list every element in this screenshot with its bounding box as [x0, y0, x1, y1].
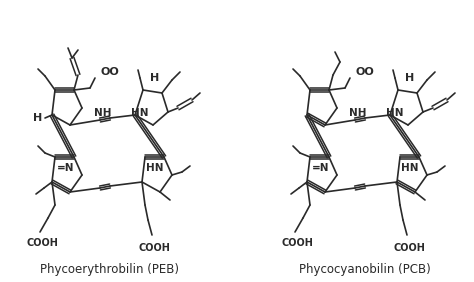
Text: HN: HN — [386, 108, 404, 118]
Text: Phycoerythrobilin (PEB): Phycoerythrobilin (PEB) — [40, 263, 180, 276]
Text: OO: OO — [100, 67, 119, 77]
Text: COOH: COOH — [138, 243, 170, 253]
Text: HN: HN — [146, 163, 164, 173]
Text: NH: NH — [94, 108, 112, 118]
Text: H: H — [33, 113, 43, 123]
Text: H: H — [150, 73, 160, 83]
Text: HN: HN — [401, 163, 419, 173]
Text: NH: NH — [349, 108, 367, 118]
Text: OO: OO — [356, 67, 374, 77]
Text: =N: =N — [57, 163, 75, 173]
Text: COOH: COOH — [393, 243, 425, 253]
Text: H: H — [405, 73, 415, 83]
Text: HN: HN — [131, 108, 149, 118]
Text: Phycocyanobilin (PCB): Phycocyanobilin (PCB) — [299, 263, 431, 276]
Text: COOH: COOH — [281, 238, 313, 248]
Text: COOH: COOH — [26, 238, 58, 248]
Text: =N: =N — [312, 163, 330, 173]
